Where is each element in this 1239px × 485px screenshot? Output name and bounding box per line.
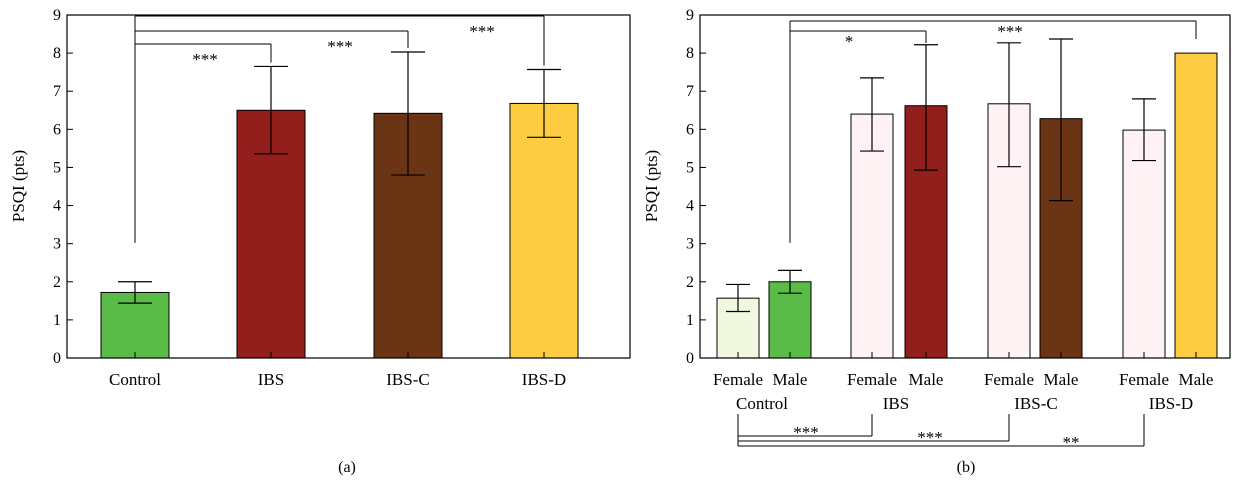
sex-label-female: Female [1119, 370, 1169, 389]
panel-b-bottom-significance: *** *** ** [737, 414, 1145, 452]
sex-label-female: Female [984, 370, 1034, 389]
panel-a-ytick-label: 7 [53, 83, 61, 100]
significance-label: *** [997, 22, 1023, 41]
category-label-ibs: IBS [258, 370, 284, 389]
panel-a-x-axis: Control IBS IBS-C IBS-D [109, 352, 566, 389]
panel-b-ytick-label: 3 [686, 236, 694, 253]
panel-a-label: (a) [338, 459, 356, 476]
panel-a-ytick-label: 5 [53, 159, 61, 176]
significance-label: *** [192, 50, 218, 69]
sex-label-male: Male [773, 370, 808, 389]
panel-a-ytick-label: 2 [53, 274, 61, 291]
panel-a-bars [100, 102, 579, 359]
significance-label: *** [327, 37, 353, 56]
panel-b-ytick-label: 4 [686, 198, 694, 215]
significance-label: *** [793, 423, 819, 442]
category-label-ibs-c: IBS-C [386, 370, 429, 389]
panel-b-ylabel: PSQI (pts) [642, 150, 661, 222]
panel-b-y-axis: 0 1 2 3 4 5 6 7 8 9 [686, 7, 706, 367]
bar-ibs-d-female [1122, 129, 1166, 359]
panel-b-bars [716, 52, 1218, 359]
group-label-ibs: IBS [883, 394, 909, 413]
panel-a-frame [66, 14, 631, 359]
panel-b-ytick-label: 0 [686, 350, 694, 367]
panel-a-y-axis: 0 1 2 3 4 5 6 7 8 9 [53, 7, 73, 367]
significance-label: * [845, 32, 854, 51]
category-label-ibs-d: IBS-D [522, 370, 566, 389]
panel-a-ytick-label: 6 [53, 121, 61, 138]
panel-a-significance: *** *** *** [134, 15, 545, 243]
group-label-ibs-d: IBS-D [1149, 394, 1193, 413]
sex-label-male: Male [909, 370, 944, 389]
panel-b-ytick-label: 1 [686, 312, 694, 329]
panel-b-ytick-label: 8 [686, 45, 694, 62]
panel-a-ytick-label: 4 [53, 198, 61, 215]
panel-b-ytick-label: 9 [686, 7, 694, 24]
panel-a-ytick-label: 8 [53, 45, 61, 62]
group-label-ibs-c: IBS-C [1014, 394, 1057, 413]
panel-a-ytick-label: 1 [53, 312, 61, 329]
panel-a-error-bars [118, 51, 561, 304]
panel-b-ytick-label: 2 [686, 274, 694, 291]
panel-a-ytick-label: 3 [53, 236, 61, 253]
panel-b-label: (b) [957, 459, 976, 476]
sex-label-female: Female [713, 370, 763, 389]
category-label-control: Control [109, 370, 161, 389]
panel-b-frame [699, 14, 1231, 359]
significance-label: *** [917, 428, 943, 447]
bar-ibs-d [509, 102, 579, 359]
sex-label-female: Female [847, 370, 897, 389]
sex-label-male: Male [1044, 370, 1079, 389]
significance-label: ** [1063, 433, 1080, 452]
panel-b-ytick-label: 7 [686, 83, 694, 100]
panel-b-ytick-label: 6 [686, 121, 694, 138]
bar-ibs-d-male [1174, 52, 1218, 359]
group-label-control: Control [736, 394, 788, 413]
sex-label-male: Male [1179, 370, 1214, 389]
panel-a: PSQI (pts) 0 1 2 3 4 5 6 7 8 9 *** *** *** Control I… [9, 7, 631, 476]
panel-a-ylabel: PSQI (pts) [9, 150, 28, 222]
panel-b-ytick-label: 5 [686, 159, 694, 176]
panel-b-x-axis: Female Male Female Male Female Male Female Male… [713, 352, 1213, 413]
panel-b-significance: **** [789, 20, 1197, 243]
panel-b-error-bars [726, 38, 1156, 313]
panel-a-ytick-label: 0 [53, 350, 61, 367]
significance-label: *** [469, 22, 495, 41]
panel-a-ytick-label: 9 [53, 7, 61, 24]
